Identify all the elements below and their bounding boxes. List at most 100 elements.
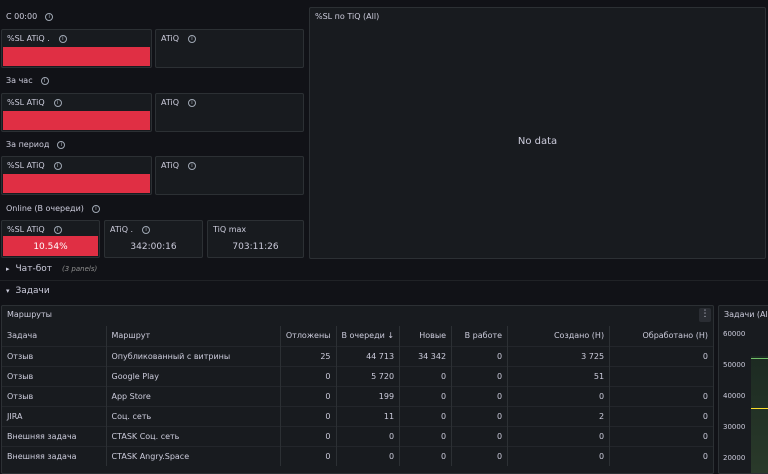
info-icon[interactable]: i bbox=[45, 12, 54, 21]
column-header[interactable]: В работе bbox=[451, 326, 508, 346]
table-cell: CTASK Angry.Space bbox=[105, 445, 280, 466]
info-icon[interactable]: i bbox=[188, 98, 197, 107]
column-header[interactable]: Новые bbox=[399, 326, 452, 346]
section-label-text: С 00:00 bbox=[6, 12, 38, 21]
table-cell: JIRA bbox=[2, 405, 106, 426]
table-cell: 2 bbox=[507, 405, 610, 426]
section-label-text: Online (В очереди) bbox=[6, 204, 84, 213]
column-header[interactable]: Отложены bbox=[279, 326, 336, 346]
table-cell: 51 bbox=[507, 365, 610, 386]
column-header-sorted[interactable]: В очереди ↓ bbox=[335, 326, 400, 346]
panel-sl-tiq-all[interactable]: %SL по TiQ (All) No data bbox=[309, 7, 766, 259]
table-cell: 0 bbox=[609, 425, 713, 446]
panel-title: ATiQ bbox=[161, 98, 180, 107]
table-cell: 5 720 bbox=[335, 365, 400, 386]
row-panel-count: (3 panels) bbox=[62, 265, 98, 273]
routes-table: Задача Маршрут Отложены В очереди ↓ Новы… bbox=[2, 326, 713, 466]
chevron-down-icon: ▾ bbox=[6, 287, 10, 295]
table-row[interactable]: Отзыв Google Play 0 5 720 0 0 51 bbox=[2, 365, 713, 386]
info-icon[interactable]: i bbox=[40, 76, 49, 85]
sort-arrow-icon: ↓ bbox=[387, 331, 395, 341]
table-cell: 0 bbox=[399, 385, 452, 406]
y-tick-label: 30000 bbox=[723, 423, 746, 431]
series-line bbox=[751, 358, 768, 359]
panel-title: %SL по TiQ (All) bbox=[315, 12, 380, 21]
row-chatbot[interactable]: ▸ Чат-бот (3 panels) bbox=[6, 264, 97, 274]
panel-atiq-3[interactable]: ATiQ i bbox=[155, 156, 304, 195]
y-tick-label: 50000 bbox=[723, 361, 746, 369]
table-cell: 25 bbox=[279, 345, 336, 366]
table-cell: Отзыв bbox=[2, 345, 106, 366]
info-icon[interactable]: i bbox=[53, 98, 62, 107]
table-cell: 0 bbox=[451, 345, 508, 366]
row-tasks[interactable]: ▾ Задачи bbox=[6, 286, 50, 296]
table-cell: 0 bbox=[451, 405, 508, 426]
table-cell: 0 bbox=[399, 425, 452, 446]
table-cell: 0 bbox=[399, 405, 452, 426]
table-row[interactable]: Отзыв App Store 0 199 0 0 0 0 bbox=[2, 385, 713, 406]
table-cell: CTASK Соц. сеть bbox=[105, 425, 280, 446]
table-cell: 0 bbox=[279, 445, 336, 466]
panel-online-atiq[interactable]: ATiQ . i 342:00:16 bbox=[104, 220, 203, 258]
panel-atiq-2[interactable]: ATiQ i bbox=[155, 93, 304, 132]
chevron-right-icon: ▸ bbox=[6, 265, 10, 273]
y-tick-label: 40000 bbox=[723, 392, 746, 400]
chart-plot-area bbox=[751, 356, 768, 473]
table-cell: 34 342 bbox=[399, 345, 452, 366]
panel-sl-atiq-3[interactable]: %SL ATiQ i bbox=[1, 156, 152, 195]
table-cell: Опубликованный с витрины bbox=[105, 345, 280, 366]
table-cell: 0 bbox=[335, 445, 400, 466]
stat-red-bar bbox=[3, 236, 98, 256]
y-tick-label: 60000 bbox=[723, 330, 746, 338]
panel-title: %SL ATiQ bbox=[7, 161, 45, 170]
table-cell: Google Play bbox=[105, 365, 280, 386]
table-cell: 0 bbox=[609, 405, 713, 426]
panel-menu-icon[interactable]: ⋮ bbox=[699, 308, 711, 322]
column-header[interactable]: Задача bbox=[7, 331, 38, 341]
table-cell: 3 725 bbox=[507, 345, 610, 366]
column-header[interactable]: Маршрут bbox=[105, 326, 280, 346]
panel-title: Маршруты bbox=[7, 310, 52, 319]
info-icon[interactable]: i bbox=[188, 161, 197, 170]
column-header[interactable]: Обработано (H) bbox=[609, 326, 713, 346]
panel-online-sl-atiq[interactable]: %SL ATiQ i 10.54% bbox=[1, 220, 100, 258]
info-icon[interactable]: i bbox=[57, 140, 66, 149]
info-icon[interactable]: i bbox=[91, 204, 100, 213]
info-icon[interactable]: i bbox=[58, 34, 67, 43]
info-icon[interactable]: i bbox=[188, 34, 197, 43]
column-header-label: В очереди bbox=[341, 331, 385, 341]
table-cell: 0 bbox=[609, 385, 713, 406]
table-cell: 0 bbox=[335, 425, 400, 446]
info-icon[interactable]: i bbox=[53, 225, 62, 234]
row-title: Чат-бот bbox=[15, 264, 52, 274]
panel-title: %SL ATiQ . bbox=[7, 34, 50, 43]
panel-sl-atiq-1[interactable]: %SL ATiQ . i bbox=[1, 29, 152, 68]
series-line bbox=[751, 408, 768, 409]
panel-online-tiq-max[interactable]: TiQ max 703:11:26 bbox=[207, 220, 304, 258]
panel-title: ATiQ . bbox=[110, 225, 134, 234]
table-row[interactable]: Отзыв Опубликованный с витрины 25 44 713 34 … bbox=[2, 345, 713, 366]
table-cell: 199 bbox=[335, 385, 400, 406]
section-label-online: Online (В очереди) i bbox=[6, 204, 100, 213]
table-cell: 11 bbox=[335, 405, 400, 426]
table-cell: 0 bbox=[451, 365, 508, 386]
panel-routes-table[interactable]: Маршруты ⋮ Задача Маршрут Отложены В оче… bbox=[1, 305, 714, 474]
panel-title: ATiQ bbox=[161, 34, 180, 43]
table-cell bbox=[609, 365, 713, 386]
panel-atiq-1[interactable]: ATiQ i bbox=[155, 29, 304, 68]
panel-sl-atiq-2[interactable]: %SL ATiQ i bbox=[1, 93, 152, 132]
table-cell: 0 bbox=[609, 345, 713, 366]
table-cell: 0 bbox=[279, 425, 336, 446]
table-row[interactable]: JIRA Соц. сеть 0 11 0 0 2 0 bbox=[2, 405, 713, 426]
table-row[interactable]: Внешняя задача CTASK Angry.Space 0 0 0 0 0 0 bbox=[2, 445, 713, 466]
table-cell: Отзыв bbox=[2, 365, 106, 386]
table-cell: 0 bbox=[399, 445, 452, 466]
row-title: Задачи bbox=[15, 286, 50, 296]
column-header[interactable]: Создано (H) bbox=[507, 326, 610, 346]
info-icon[interactable]: i bbox=[142, 225, 151, 234]
section-label-text: За период bbox=[6, 140, 50, 149]
table-row[interactable]: Внешняя задача CTASK Соц. сеть 0 0 0 0 0 0 bbox=[2, 425, 713, 446]
panel-tasks-chart[interactable]: Задачи (All) 60000 50000 40000 30000 200… bbox=[718, 305, 768, 474]
table-cell: 0 bbox=[279, 405, 336, 426]
info-icon[interactable]: i bbox=[53, 161, 62, 170]
